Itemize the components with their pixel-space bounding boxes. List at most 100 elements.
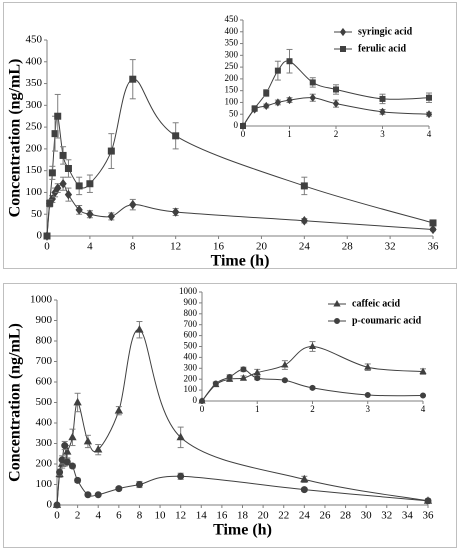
marker xyxy=(308,342,317,349)
legend-label: syringic acid xyxy=(358,26,413,37)
x-tick-label: 0 xyxy=(200,404,205,414)
y-tick-label: 400 xyxy=(225,26,239,36)
x-tick-label: 28 xyxy=(342,241,354,253)
x-tick-label: 0 xyxy=(44,241,50,253)
marker xyxy=(420,392,426,399)
marker xyxy=(300,474,309,483)
x-tick-label: 0 xyxy=(54,510,60,522)
y-tick-label: 300 xyxy=(184,362,198,372)
marker xyxy=(263,90,270,97)
marker xyxy=(274,98,282,107)
series-line xyxy=(56,329,429,506)
marker xyxy=(74,476,82,484)
y-tick-label: 100 xyxy=(184,384,198,394)
y-tick-label: 700 xyxy=(184,319,198,329)
panel-border xyxy=(3,283,457,548)
x-tick-label: 1 xyxy=(287,129,292,139)
y-axis-label: Concentration (ng/mL) xyxy=(7,59,24,218)
y-tick-label: 400 xyxy=(184,351,198,361)
x-tick-label: 16 xyxy=(213,241,225,253)
marker xyxy=(172,132,180,140)
marker xyxy=(43,232,51,240)
y-tick-label: 600 xyxy=(36,376,53,388)
x-tick-label: 16 xyxy=(216,510,228,522)
legend-label: caffeic acid xyxy=(352,298,400,309)
y-tick-label: 0 xyxy=(47,499,53,511)
marker xyxy=(424,497,432,505)
panel-border xyxy=(3,2,457,269)
y-tick-label: 150 xyxy=(225,85,239,95)
marker xyxy=(63,458,71,466)
y-tick-label: 100 xyxy=(36,478,53,490)
x-tick-label: 4 xyxy=(427,129,432,139)
marker xyxy=(54,183,62,193)
marker xyxy=(135,481,143,488)
marker xyxy=(240,366,247,373)
x-tick-label: 4 xyxy=(421,404,426,414)
x-tick-label: 36 xyxy=(423,510,435,522)
y-tick-label: 800 xyxy=(184,308,198,318)
marker xyxy=(309,93,316,102)
marker xyxy=(333,86,339,93)
marker xyxy=(75,205,83,215)
x-tick-label: 4 xyxy=(87,241,93,253)
x-tick-label: 12 xyxy=(170,241,181,253)
marker xyxy=(419,367,427,375)
y-tick-label: 0 xyxy=(37,230,43,242)
x-tick-label: 28 xyxy=(340,510,352,522)
marker xyxy=(226,374,233,381)
marker xyxy=(73,397,82,406)
y-tick-label: 0 xyxy=(234,120,239,130)
y-tick-label: 700 xyxy=(36,355,53,367)
x-axis-label: Time (h) xyxy=(213,522,272,539)
x-tick-label: 3 xyxy=(380,129,385,139)
marker xyxy=(94,445,103,453)
marker xyxy=(212,380,219,387)
marker xyxy=(379,95,386,102)
marker xyxy=(59,179,67,189)
marker xyxy=(429,224,437,235)
marker xyxy=(281,377,288,384)
marker xyxy=(107,147,115,155)
marker xyxy=(176,432,185,441)
y-tick-label: 1000 xyxy=(179,286,198,296)
marker xyxy=(129,199,137,210)
series-line xyxy=(46,183,434,237)
marker xyxy=(61,442,69,450)
marker xyxy=(240,123,246,129)
x-tick-label: 36 xyxy=(428,241,440,253)
marker xyxy=(239,374,248,381)
marker xyxy=(75,182,83,190)
y-tick-label: 300 xyxy=(26,99,43,111)
x-tick-label: 22 xyxy=(278,510,289,522)
marker xyxy=(251,105,258,112)
marker xyxy=(429,219,437,227)
y-tick-label: 250 xyxy=(26,121,43,133)
x-tick-label: 12 xyxy=(175,510,186,522)
marker xyxy=(364,363,372,370)
marker xyxy=(86,209,94,219)
marker xyxy=(199,398,205,404)
y-tick-label: 900 xyxy=(184,297,198,307)
x-tick-label: 32 xyxy=(385,241,396,253)
marker xyxy=(274,67,281,74)
marker xyxy=(263,101,270,111)
marker xyxy=(68,432,77,441)
x-tick-label: 2 xyxy=(334,129,339,139)
y-axis-label: Concentration (ng/mL) xyxy=(7,323,24,482)
marker xyxy=(56,468,64,476)
x-tick-label: 18 xyxy=(237,510,249,522)
marker xyxy=(379,107,386,116)
marker xyxy=(254,375,261,382)
series-line xyxy=(56,445,429,506)
x-tick-label: 2 xyxy=(75,510,81,522)
y-tick-label: 100 xyxy=(225,97,239,107)
x-tick-label: 32 xyxy=(381,510,392,522)
marker xyxy=(286,58,293,65)
marker xyxy=(340,46,346,52)
x-tick-label: 34 xyxy=(402,510,414,522)
y-tick-label: 800 xyxy=(36,335,53,347)
marker xyxy=(425,110,433,119)
marker xyxy=(172,207,180,217)
